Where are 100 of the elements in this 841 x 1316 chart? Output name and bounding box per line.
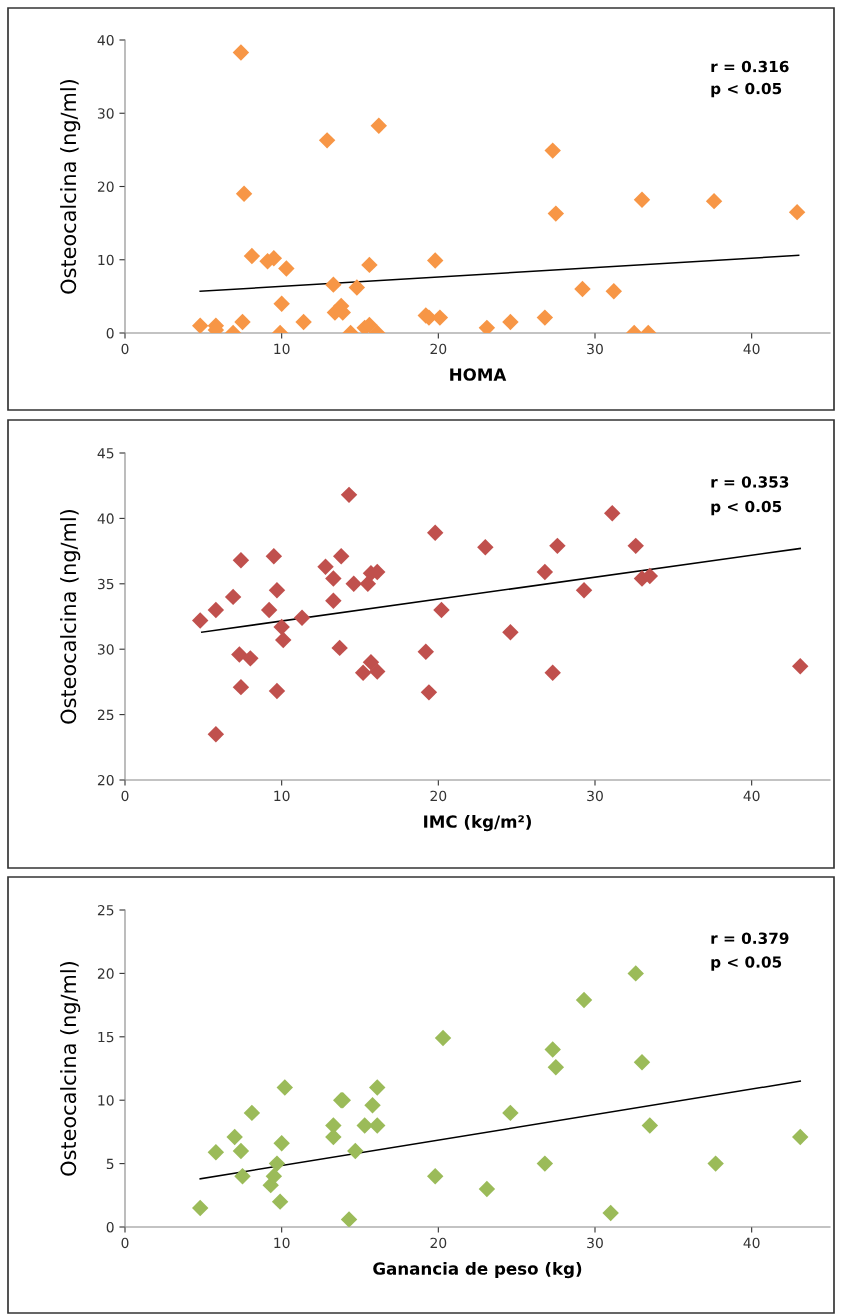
x-axis-title: IMC (kg/m²) xyxy=(424,814,531,832)
point xyxy=(544,142,561,159)
annotation: p < 0.05 xyxy=(711,500,782,516)
point xyxy=(317,558,334,576)
point xyxy=(234,313,251,331)
point xyxy=(207,1143,225,1161)
point xyxy=(536,563,554,581)
point xyxy=(633,191,651,208)
point xyxy=(232,552,250,569)
point xyxy=(325,276,342,293)
point xyxy=(207,601,225,619)
point xyxy=(707,1155,724,1172)
annotation: r = 0.353 xyxy=(711,476,789,488)
y-tick-label: 40 xyxy=(97,34,114,46)
y-tick-label: 0 xyxy=(106,327,114,339)
y-tick-label: 5 xyxy=(106,1158,114,1170)
point xyxy=(370,117,388,134)
point xyxy=(536,1155,554,1172)
y-tick-label: 10 xyxy=(98,254,114,266)
y-axis-title: Osteocalcina (ng/ml) xyxy=(60,509,81,724)
point xyxy=(345,575,362,593)
point xyxy=(536,309,554,326)
x-axis-title: HOMA xyxy=(450,368,507,381)
point xyxy=(426,1168,444,1185)
point xyxy=(369,663,386,680)
point xyxy=(362,654,380,671)
point xyxy=(359,575,377,593)
point xyxy=(191,1199,209,1217)
point xyxy=(243,247,261,265)
y-tick-label: 25 xyxy=(97,709,114,721)
point xyxy=(792,1128,809,1146)
point xyxy=(433,601,450,619)
point xyxy=(792,657,809,675)
point xyxy=(226,1128,243,1146)
x-tick-label: 0 xyxy=(121,790,129,802)
point xyxy=(224,588,242,606)
point xyxy=(325,592,342,610)
point xyxy=(602,1204,619,1222)
point xyxy=(544,1041,561,1058)
x-tick-label: 0 xyxy=(121,1237,129,1249)
annotation: p < 0.05 xyxy=(711,956,782,971)
y-tick-label: 40 xyxy=(97,513,114,524)
point xyxy=(295,313,312,331)
y-tick-label: 25 xyxy=(97,904,114,916)
point xyxy=(502,623,519,641)
point xyxy=(788,203,806,221)
x-tick-label: 30 xyxy=(587,343,603,355)
y-tick-label: 20 xyxy=(97,968,114,979)
point xyxy=(369,1117,386,1134)
x-tick-label: 40 xyxy=(743,1237,760,1249)
point xyxy=(273,618,290,636)
x-tick-label: 40 xyxy=(743,343,760,355)
point xyxy=(426,524,444,541)
point xyxy=(231,646,248,663)
x-tick-label: 10 xyxy=(274,343,290,355)
annotation: r = 0.316 xyxy=(711,60,789,73)
x-tick-label: 10 xyxy=(274,790,290,802)
y-tick-label: 15 xyxy=(98,1031,114,1043)
point xyxy=(478,1180,496,1198)
point xyxy=(627,965,644,982)
point xyxy=(417,643,435,661)
y-tick-label: 45 xyxy=(97,448,114,459)
point xyxy=(191,317,209,333)
point xyxy=(354,664,372,681)
point xyxy=(604,504,621,522)
point xyxy=(364,1097,381,1114)
point xyxy=(547,205,565,222)
y-tick-label: 10 xyxy=(98,1095,114,1106)
point xyxy=(273,295,290,312)
point xyxy=(268,582,286,599)
point xyxy=(234,1168,251,1185)
point xyxy=(331,639,348,657)
point xyxy=(235,185,253,203)
x-tick-label: 20 xyxy=(430,1237,447,1249)
point xyxy=(275,631,292,649)
point xyxy=(340,486,358,504)
x-tick-label: 0 xyxy=(121,343,129,355)
point xyxy=(426,252,444,269)
point xyxy=(278,260,295,277)
x-tick-label: 30 xyxy=(587,790,603,802)
point xyxy=(641,1117,659,1134)
point xyxy=(361,256,378,274)
y-tick-label: 20 xyxy=(97,181,114,192)
y-tick-label: 30 xyxy=(97,644,114,655)
point xyxy=(207,726,225,743)
point xyxy=(232,678,250,696)
point xyxy=(369,1079,386,1096)
x-tick-label: 10 xyxy=(274,1237,290,1249)
point xyxy=(544,664,561,681)
annotation: r = 0.379 xyxy=(711,932,789,945)
point xyxy=(325,1117,342,1134)
point xyxy=(265,1168,283,1185)
point xyxy=(332,548,350,565)
y-axis-title: Osteocalcina (ng/ml) xyxy=(60,961,81,1176)
y-tick-label: 30 xyxy=(97,108,114,119)
point xyxy=(575,991,593,1009)
point xyxy=(348,279,366,296)
x-tick-label: 30 xyxy=(587,1237,603,1249)
x-tick-label: 20 xyxy=(430,790,447,802)
point xyxy=(574,280,591,298)
